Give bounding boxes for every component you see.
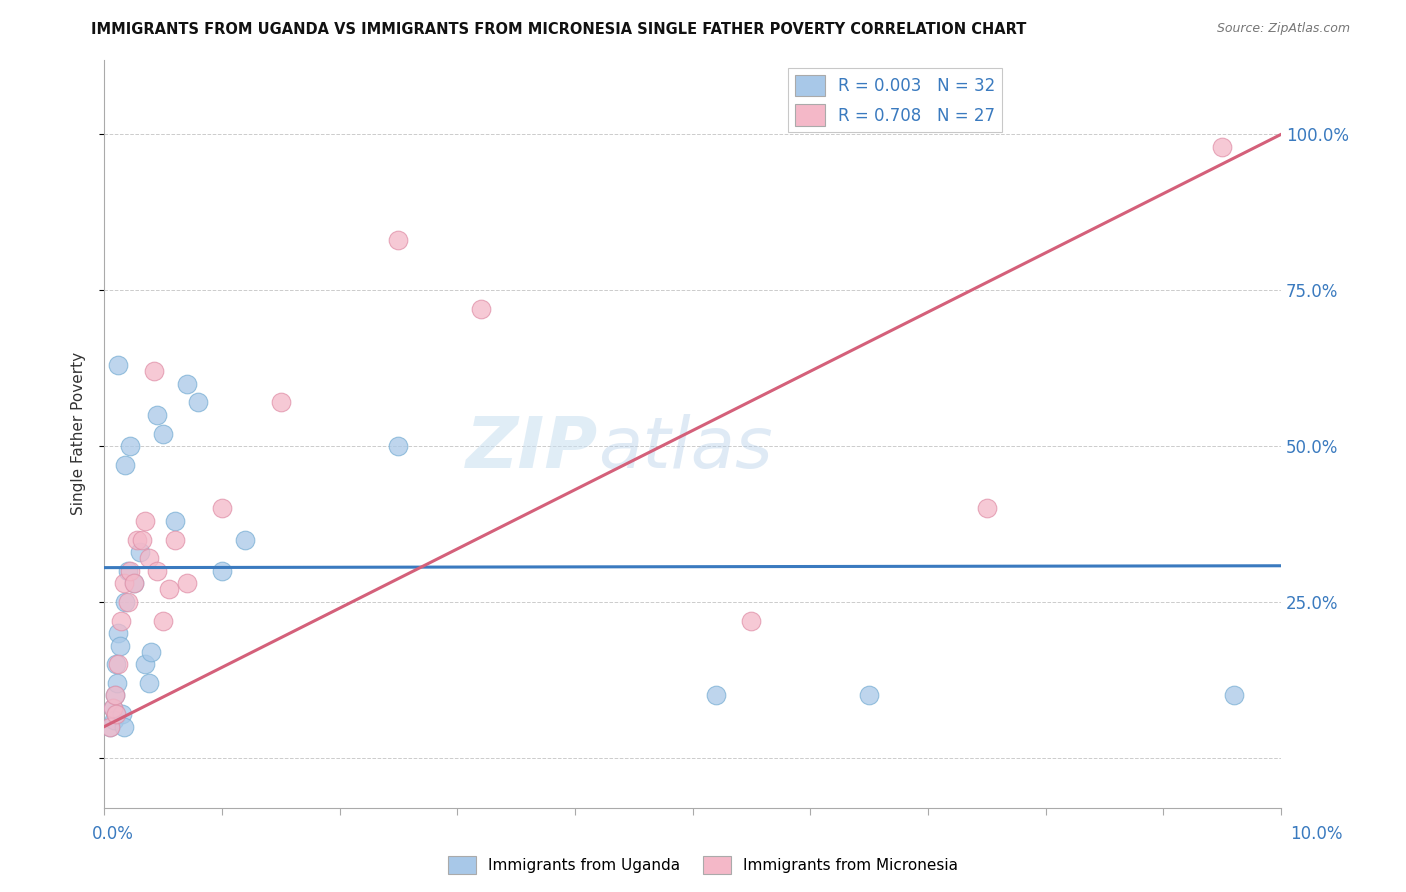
Point xyxy=(120,564,142,578)
Point xyxy=(105,676,128,690)
Point xyxy=(470,301,492,316)
Point xyxy=(270,395,292,409)
Legend: Immigrants from Uganda, Immigrants from Micronesia: Immigrants from Uganda, Immigrants from … xyxy=(441,850,965,880)
Point xyxy=(128,545,150,559)
Point xyxy=(387,439,409,453)
Point xyxy=(101,701,124,715)
Point xyxy=(108,639,131,653)
Point xyxy=(138,551,160,566)
Point xyxy=(101,701,124,715)
Point xyxy=(103,714,125,728)
Y-axis label: Single Father Poverty: Single Father Poverty xyxy=(72,352,86,516)
Text: atlas: atlas xyxy=(599,414,773,483)
Point xyxy=(176,376,198,391)
Text: 10.0%: 10.0% xyxy=(1291,825,1343,843)
Point xyxy=(110,614,132,628)
Point xyxy=(146,564,169,578)
Point xyxy=(107,358,129,372)
Point xyxy=(104,689,127,703)
Point xyxy=(114,458,136,472)
Point xyxy=(141,645,163,659)
Point xyxy=(122,576,145,591)
Point xyxy=(157,582,180,597)
Point xyxy=(163,533,186,547)
Point xyxy=(152,426,174,441)
Point xyxy=(98,720,121,734)
Point xyxy=(976,501,998,516)
Point xyxy=(107,657,129,672)
Text: Source: ZipAtlas.com: Source: ZipAtlas.com xyxy=(1216,22,1350,36)
Point xyxy=(131,533,153,547)
Point xyxy=(98,720,121,734)
Point xyxy=(105,707,128,722)
Point xyxy=(117,564,139,578)
Point xyxy=(114,595,136,609)
Point xyxy=(112,720,135,734)
Point xyxy=(176,576,198,591)
Point xyxy=(107,626,129,640)
Point xyxy=(138,676,160,690)
Point xyxy=(105,657,128,672)
Point xyxy=(134,514,156,528)
Point xyxy=(163,514,186,528)
Point xyxy=(858,689,880,703)
Text: IMMIGRANTS FROM UGANDA VS IMMIGRANTS FROM MICRONESIA SINGLE FATHER POVERTY CORRE: IMMIGRANTS FROM UGANDA VS IMMIGRANTS FRO… xyxy=(91,22,1026,37)
Text: ZIP: ZIP xyxy=(467,414,599,483)
Point xyxy=(142,364,165,378)
Point xyxy=(211,564,233,578)
Point xyxy=(120,439,142,453)
Point xyxy=(111,707,134,722)
Text: 0.0%: 0.0% xyxy=(91,825,134,843)
Point xyxy=(704,689,727,703)
Point xyxy=(152,614,174,628)
Point xyxy=(1223,689,1246,703)
Point xyxy=(134,657,156,672)
Point xyxy=(127,533,149,547)
Legend: R = 0.003   N = 32, R = 0.708   N = 27: R = 0.003 N = 32, R = 0.708 N = 27 xyxy=(789,68,1002,132)
Point xyxy=(211,501,233,516)
Point xyxy=(104,689,127,703)
Point xyxy=(146,408,169,422)
Point xyxy=(187,395,209,409)
Point xyxy=(105,707,128,722)
Point xyxy=(1211,140,1233,154)
Point xyxy=(122,576,145,591)
Point xyxy=(235,533,257,547)
Point xyxy=(112,576,135,591)
Point xyxy=(117,595,139,609)
Point xyxy=(387,233,409,247)
Point xyxy=(740,614,762,628)
